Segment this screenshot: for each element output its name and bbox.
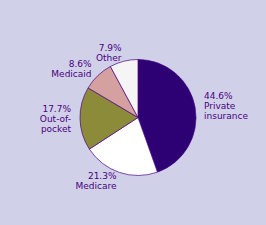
svg-text:17.7%Out-of-pocket: 17.7%Out-of-pocket [40,104,72,134]
svg-text:7.9%Other: 7.9%Other [96,43,122,63]
svg-text:44.6%Privateinsurance: 44.6%Privateinsurance [204,91,248,121]
svg-text:8.6%Medicaid: 8.6%Medicaid [51,59,92,79]
svg-text:21.3%Medicare: 21.3%Medicare [75,171,116,191]
